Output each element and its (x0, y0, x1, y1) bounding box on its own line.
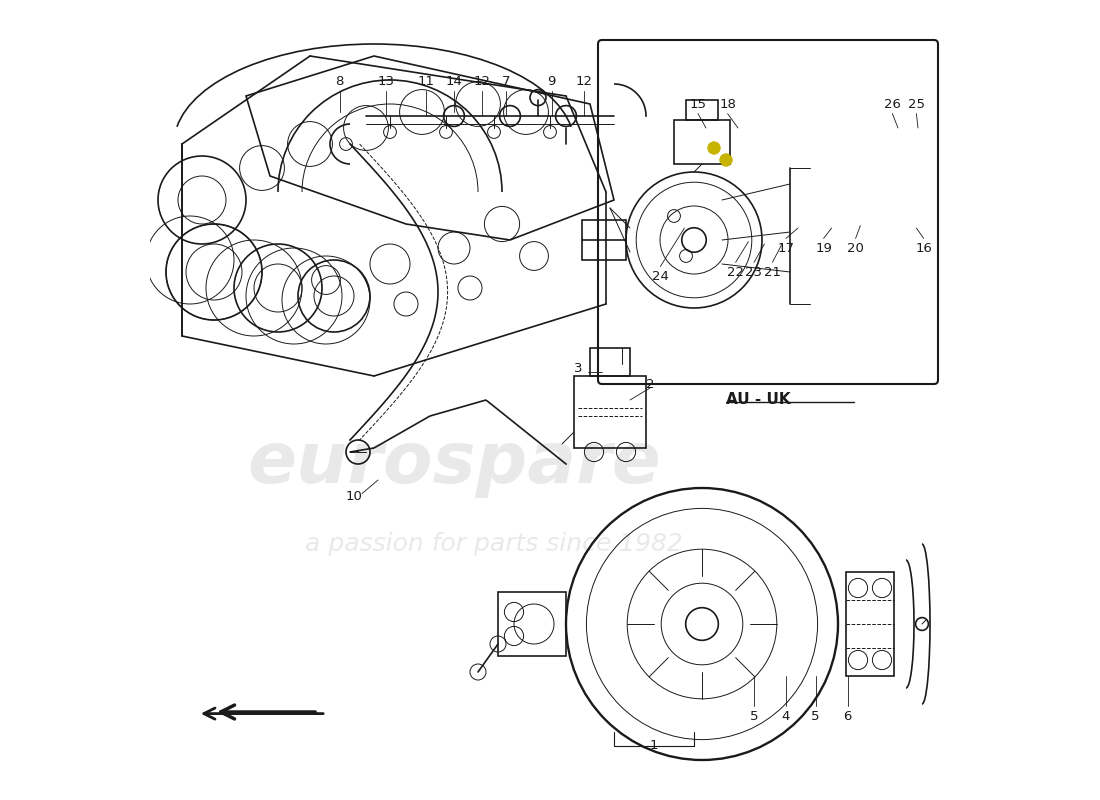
Text: 20: 20 (847, 242, 864, 254)
Text: 15: 15 (690, 98, 706, 110)
Bar (846, 572, 894, 676)
Text: 11: 11 (418, 75, 434, 88)
Bar (674, 120, 730, 164)
Text: 4: 4 (782, 710, 790, 722)
Text: 10: 10 (345, 490, 362, 502)
Bar (574, 376, 646, 448)
Text: 23: 23 (746, 266, 762, 278)
Circle shape (720, 154, 732, 166)
Text: 9: 9 (548, 75, 556, 88)
Text: 13: 13 (377, 75, 395, 88)
Text: eurospare: eurospare (248, 430, 661, 498)
Bar (498, 592, 566, 656)
Text: 16: 16 (915, 242, 932, 254)
Text: AU - UK: AU - UK (726, 393, 791, 407)
Text: 17: 17 (778, 242, 794, 254)
Text: 8: 8 (336, 75, 344, 88)
Text: 12: 12 (473, 75, 491, 88)
Text: 24: 24 (652, 270, 669, 282)
Text: 6: 6 (844, 710, 851, 722)
Text: 26: 26 (884, 98, 901, 110)
Text: 5: 5 (812, 710, 820, 722)
Bar (686, 100, 718, 120)
Text: 3: 3 (574, 362, 582, 374)
Text: 18: 18 (719, 98, 736, 110)
Text: 1: 1 (650, 739, 658, 752)
Text: 25: 25 (908, 98, 925, 110)
Text: 21: 21 (763, 266, 781, 278)
Text: 7: 7 (502, 75, 510, 88)
Text: 14: 14 (446, 75, 462, 88)
Bar (590, 348, 630, 376)
Text: 2: 2 (646, 378, 654, 390)
Text: 22: 22 (727, 266, 744, 278)
Text: a passion for parts since 1982: a passion for parts since 1982 (305, 532, 683, 556)
Text: 5: 5 (750, 710, 758, 722)
Bar (582, 220, 626, 260)
Text: 19: 19 (815, 242, 832, 254)
Circle shape (708, 142, 719, 154)
Text: 12: 12 (576, 75, 593, 88)
